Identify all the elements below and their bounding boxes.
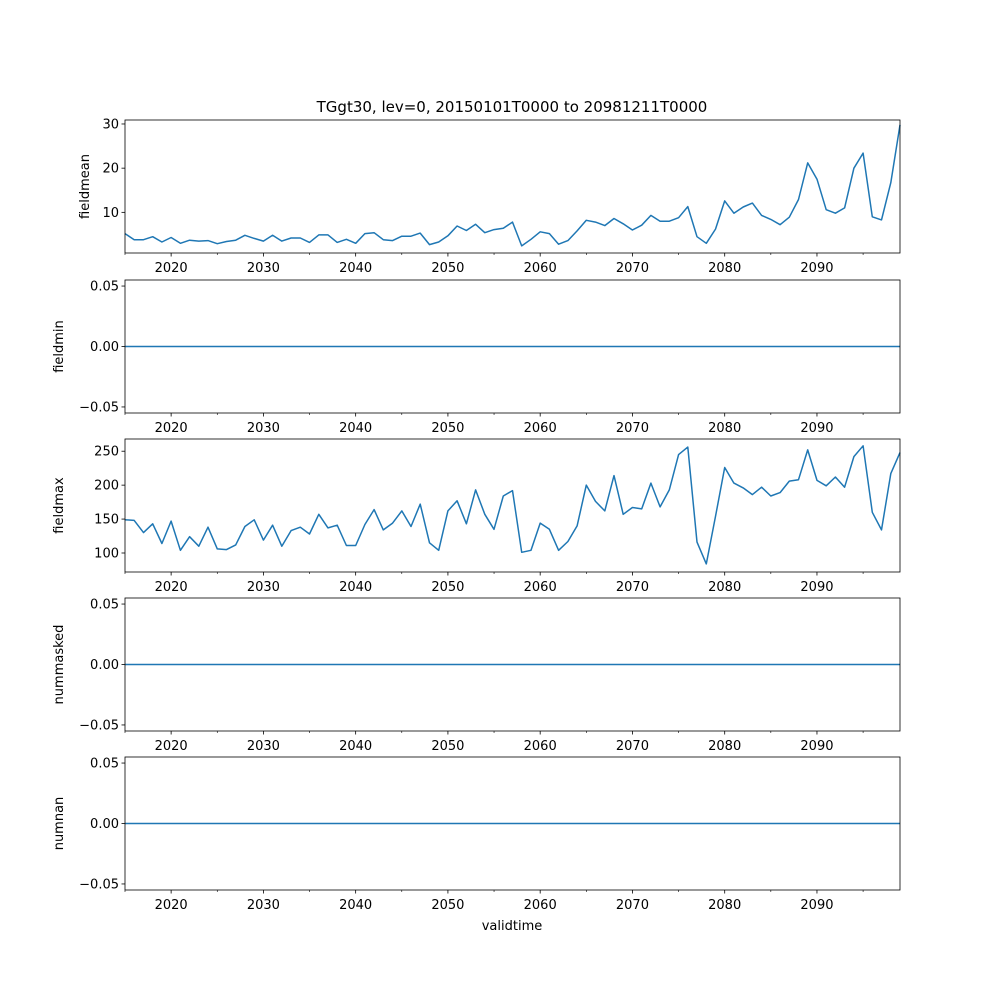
fieldmax-series-line — [124, 445, 901, 565]
fieldmean-series-line — [124, 124, 901, 247]
fieldmean-ytick-label: 20 — [102, 162, 119, 177]
numnan-ytick-label: 0.00 — [90, 817, 119, 832]
fieldmax-ylabel: fieldmax — [52, 477, 67, 534]
nummasked-xtick-label: 2060 — [524, 739, 557, 754]
nummasked-xtick-label: 2030 — [247, 739, 280, 754]
fieldmax-xtick-label: 2020 — [155, 580, 188, 595]
fieldmean-xtick-label: 2050 — [431, 261, 464, 276]
fieldmean-xtick-label: 2020 — [155, 261, 188, 276]
fieldmax-xtick-label: 2070 — [616, 580, 649, 595]
numnan-xtick-label: 2040 — [339, 898, 372, 913]
numnan-ylabel: numnan — [52, 797, 67, 851]
fieldmin-xtick-label: 2090 — [800, 421, 833, 436]
fieldmin-xtick-label: 2030 — [247, 421, 280, 436]
fieldmean-ylabel: fieldmean — [78, 154, 93, 219]
fieldmean-xtick-label: 2060 — [524, 261, 557, 276]
fieldmin-ylabel: fieldmin — [52, 320, 67, 373]
fieldmin-xtick-label: 2060 — [524, 421, 557, 436]
chart-title: TGgt30, lev=0, 20150101T0000 to 20981211… — [316, 98, 708, 116]
fieldmin-xtick-label: 2050 — [431, 421, 464, 436]
nummasked-ytick-label: −0.05 — [79, 718, 119, 733]
fieldmin-ytick-label: 0.00 — [90, 340, 119, 355]
numnan-xtick-label: 2090 — [800, 898, 833, 913]
nummasked-xtick-label: 2090 — [800, 739, 833, 754]
numnan-xtick-label: 2030 — [247, 898, 280, 913]
fieldmin-ytick-label: −0.05 — [79, 400, 119, 415]
nummasked-ytick-label: 0.05 — [90, 598, 119, 613]
fieldmean-xtick-label: 2080 — [708, 261, 741, 276]
nummasked-xtick-label: 2080 — [708, 739, 741, 754]
nummasked-ytick-label: 0.00 — [90, 658, 119, 673]
numnan-xtick-label: 2050 — [431, 898, 464, 913]
subplot-numnan: −0.05 0.00 0.05 2020 2030 2040 2050 2060 2070 208… — [52, 757, 901, 913]
fieldmax-xtick-label: 2030 — [247, 580, 280, 595]
fieldmax-axes-frame — [124, 438, 901, 573]
fieldmax-ytick-label: 250 — [94, 445, 119, 460]
fieldmin-xtick-label: 2070 — [616, 421, 649, 436]
fieldmin-xtick-label: 2020 — [155, 421, 188, 436]
fieldmin-xtick-label: 2080 — [708, 421, 741, 436]
numnan-ytick-label: 0.05 — [90, 757, 119, 772]
subplot-fieldmax: 100 150 200 250 2020 2030 2040 2050 2060 2070 2080… — [52, 438, 901, 595]
fieldmean-axes-frame — [124, 119, 901, 254]
nummasked-xtick-label: 2050 — [431, 739, 464, 754]
subplot-nummasked: −0.05 0.00 0.05 2020 2030 2040 2050 2060 2070 208… — [52, 598, 901, 754]
fieldmax-xtick-label: 2060 — [524, 580, 557, 595]
fieldmean-xtick-label: 2040 — [339, 261, 372, 276]
fieldmin-ytick-label: 0.05 — [90, 280, 119, 295]
subplot-fieldmin: −0.05 0.00 0.05 2020 2030 2040 2050 2060 2070 208… — [52, 280, 901, 436]
fieldmax-ytick-label: 100 — [94, 547, 119, 562]
fieldmax-xtick-label: 2080 — [708, 580, 741, 595]
nummasked-xtick-label: 2070 — [616, 739, 649, 754]
fieldmax-ytick-label: 200 — [94, 479, 119, 494]
numnan-xtick-label: 2060 — [524, 898, 557, 913]
fieldmean-ytick-label: 10 — [102, 206, 119, 221]
nummasked-xtick-label: 2040 — [339, 739, 372, 754]
nummasked-ylabel: nummasked — [52, 625, 67, 705]
numnan-xtick-label: 2080 — [708, 898, 741, 913]
fieldmean-xtick-label: 2070 — [616, 261, 649, 276]
numnan-ytick-label: −0.05 — [79, 877, 119, 892]
fieldmean-ytick-label: 30 — [102, 117, 119, 132]
fieldmax-xtick-label: 2040 — [339, 580, 372, 595]
x-axis-label: validtime — [482, 919, 543, 934]
fieldmax-ytick-label: 150 — [94, 513, 119, 528]
fieldmean-xtick-label: 2030 — [247, 261, 280, 276]
fieldmean-xtick-label: 2090 — [800, 261, 833, 276]
fieldmin-xtick-label: 2040 — [339, 421, 372, 436]
fieldmax-xtick-label: 2090 — [800, 580, 833, 595]
numnan-xtick-label: 2020 — [155, 898, 188, 913]
fieldmax-xtick-label: 2050 — [431, 580, 464, 595]
numnan-xtick-label: 2070 — [616, 898, 649, 913]
nummasked-xtick-label: 2020 — [155, 739, 188, 754]
